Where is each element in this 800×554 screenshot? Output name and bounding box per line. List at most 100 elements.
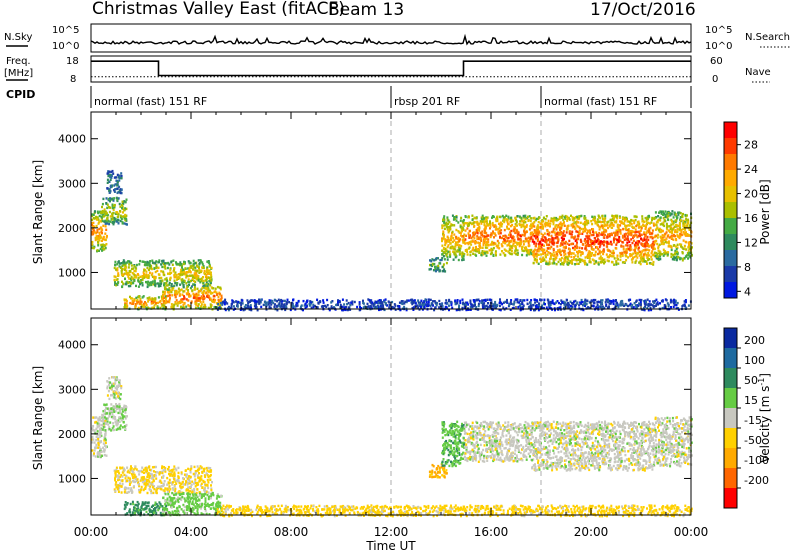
scatter-cell [577,237,580,241]
scatter-cell [104,441,107,445]
scatter-cell [570,255,573,259]
scatter-cell [560,225,563,228]
scatter-cell [666,253,669,256]
scatter-cell [611,218,614,222]
scatter-cell [563,260,566,263]
scatter-cell [475,306,478,309]
scatter-cell [173,293,176,297]
scatter-cell [265,303,268,307]
scatter-cell [449,301,452,304]
scatter-cell [635,259,638,262]
scatter-cell [588,237,591,241]
scatter-cell [153,275,156,278]
scatter-cell [490,248,493,252]
scatter-cell [508,248,511,252]
scatter-cell [285,301,288,304]
scatter-cell [272,301,275,305]
scatter-cell [460,228,463,231]
scatter-cell [492,232,495,235]
scatter-cell [375,301,378,304]
scatter-cell [496,228,499,231]
scatter-cell [206,289,209,292]
scatter-cell [416,304,419,307]
scatter-cell [558,301,560,305]
scatter-cell [601,242,604,245]
scatter-cell [593,242,596,245]
scatter-cell [549,301,552,305]
scatter-cell [104,438,107,442]
scatter-cell [598,231,601,235]
scatter-cell [620,245,623,248]
scatter-cell [101,202,104,206]
scatter-cell [411,307,414,310]
scatter-cell [667,305,670,308]
scatter-cell [214,290,217,293]
scatter-cell [537,306,540,309]
scatter-cell [202,276,204,279]
scatter-cell [586,236,589,240]
scatter-cell [208,277,211,281]
scatter-cell [616,241,619,244]
scatter-cell [532,304,535,307]
scatter-cell [358,303,361,306]
scatter-cell [616,214,619,217]
scatter-cell [130,281,133,285]
scatter-cell [526,215,529,218]
scatter-cell [635,234,638,237]
scatter-cell [220,296,223,300]
scatter-cell [205,279,208,282]
freq-label-line1: Freq. [6,56,31,67]
scatter-cell [183,290,186,293]
scatter-cell [663,238,666,241]
scatter-cell [688,234,691,237]
date-label: 17/Oct/2016 [590,0,696,20]
scatter-cell [113,203,116,207]
scatter-cell [616,238,619,241]
scatter-cell [618,216,621,219]
scatter-cell [568,255,571,258]
scatter-cell [151,298,154,301]
scatter-cell [201,261,204,264]
scatter-cell [108,222,111,226]
scatter-cell [523,234,526,237]
scatter-cell [527,251,530,254]
scatter-cell [119,266,122,269]
scatter-cell [109,184,112,187]
scatter-cell [118,405,121,409]
scatter-cell [448,308,450,312]
scatter-cell [631,219,634,222]
scatter-cell [121,203,123,207]
scatter-cell [154,283,156,286]
scatter-cell [611,255,614,258]
scatter-cell [144,274,146,277]
scatter-cell [467,308,470,311]
scatter-cell [407,299,410,302]
scatter-cell [117,384,120,387]
scatter-cell [159,279,162,283]
scatter-cell [613,263,616,266]
scatter-cell [328,308,331,312]
scatter-cell [566,227,569,230]
scatter-cell [131,297,134,300]
scatter-cell [106,172,109,175]
scatter-cell [116,191,119,195]
scatter-cell [101,239,103,242]
scatter-cell [610,300,613,303]
scatter-cell [142,302,145,306]
scatter-cell [173,273,176,276]
scatter-cell [128,270,131,273]
scatter-cell [621,254,624,257]
scatter-cell [115,428,118,431]
scatter-cell [536,300,539,303]
scatter-cell [649,226,652,230]
scatter-cell [197,297,200,300]
scatter-cell [98,231,101,235]
scatter-cell [477,302,480,306]
scatter-cell [621,303,624,307]
scatter-cell [131,267,133,270]
scatter-cell [539,298,542,302]
scatter-cell [579,301,582,304]
scatter-cell [105,454,108,457]
scatter-cell [189,294,192,297]
scatter-cell [669,227,672,230]
